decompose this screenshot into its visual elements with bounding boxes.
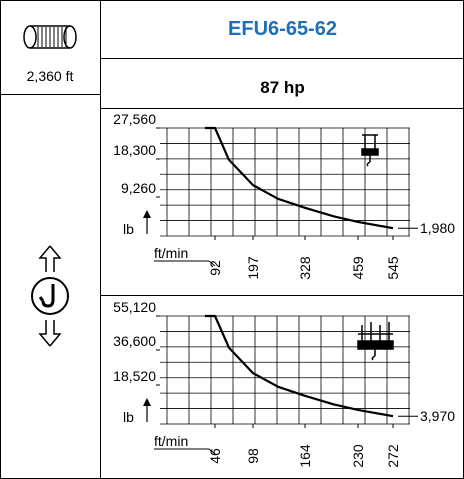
hook-up-down-icon [31, 245, 69, 347]
power-label: 87 hp [260, 78, 305, 97]
y-unit-arrowhead [143, 210, 151, 218]
y-tick-label: 18,520 [113, 368, 156, 384]
x-unit-label: ft/min [154, 433, 188, 449]
end-value-label: 3,970 [420, 408, 455, 424]
y-unit-arrowhead [143, 398, 151, 406]
y-unit-label: lb [123, 221, 134, 237]
x-unit-arrow [208, 260, 216, 267]
x-tick-label: 272 [385, 444, 401, 468]
x-tick-label: 230 [350, 444, 366, 468]
capacity-curve [205, 314, 394, 418]
capacity-curve [205, 126, 394, 230]
x-tick-label: 164 [297, 444, 313, 468]
grid [160, 127, 410, 237]
single-hook-icon [361, 134, 379, 167]
chart-double-fall: 55,120 36,600 18,520 lb ft/min 46 98 164 230 272 3… [113, 299, 455, 468]
rope-length-label: 2,360 ft [26, 68, 74, 84]
chart-single-fall: 27,560 18,300 9,260 lb ft/min 92 197 328 459 545 1… [113, 111, 455, 280]
y-tick-label: 55,120 [113, 299, 156, 315]
double-hook-icon [357, 322, 394, 361]
x-tick-label: 545 [385, 256, 401, 280]
x-tick-label: 328 [297, 256, 313, 280]
grid [160, 315, 410, 425]
model-title: EFU6-65-62 [228, 18, 337, 40]
y-tick-label: 9,260 [121, 180, 156, 196]
rope-drum-icon [23, 25, 77, 49]
x-tick-label: 92 [207, 260, 223, 276]
y-tick-label: 18,300 [113, 142, 156, 158]
y-tick-label: 36,600 [113, 333, 156, 349]
x-unit-arrow [208, 448, 216, 455]
y-unit-label: lb [123, 409, 134, 425]
y-tick-label: 27,560 [113, 111, 156, 127]
x-tick-label: 46 [207, 448, 223, 464]
x-tick-label: 197 [245, 256, 261, 280]
x-tick-label: 98 [245, 448, 261, 464]
x-unit-label: ft/min [154, 245, 188, 261]
end-value-label: 1,980 [420, 220, 455, 236]
x-tick-label: 459 [350, 256, 366, 280]
